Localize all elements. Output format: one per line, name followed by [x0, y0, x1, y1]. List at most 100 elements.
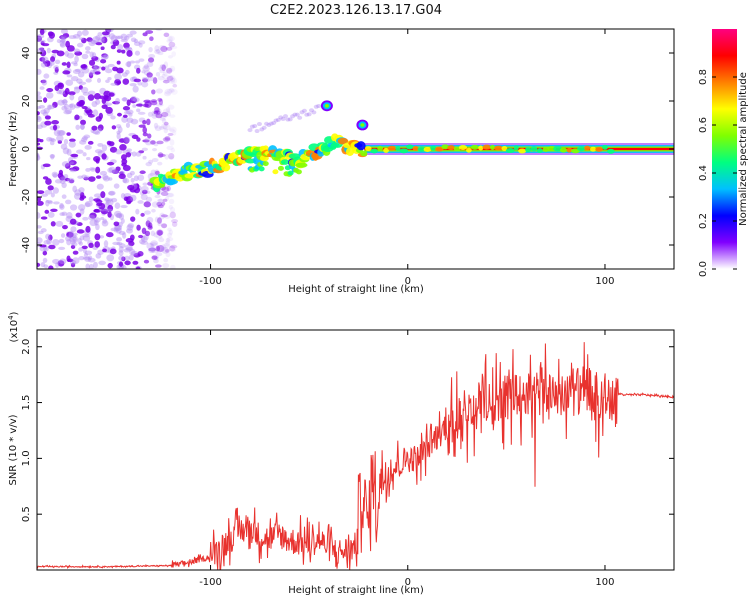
- feature-blob: [360, 123, 365, 127]
- noise-blob: [110, 197, 118, 203]
- noise-blob: [81, 29, 89, 36]
- noise-blob: [112, 100, 120, 105]
- noise-blob: [77, 175, 83, 179]
- noise-blob: [129, 60, 136, 64]
- noise-blob: [81, 37, 87, 44]
- noise-blob: [166, 76, 174, 81]
- noise-blob: [132, 260, 139, 265]
- noise-blob: [149, 172, 155, 176]
- branch-blob: [254, 129, 260, 134]
- line-blob: [395, 146, 401, 152]
- noise-blob: [57, 99, 65, 106]
- branch-blob: [290, 114, 296, 119]
- noise-blob: [137, 251, 144, 257]
- noise-blob: [126, 117, 134, 124]
- noise-blob: [48, 234, 53, 241]
- noise-blob: [113, 227, 119, 233]
- line-blob: [501, 146, 508, 152]
- noise-blob: [60, 29, 68, 35]
- noise-blob: [111, 125, 117, 130]
- noise-blob: [105, 106, 113, 114]
- noise-blob: [37, 230, 44, 235]
- noise-blob: [120, 33, 128, 41]
- noise-blob: [70, 262, 76, 268]
- noise-blob: [116, 130, 121, 135]
- noise-blob: [43, 97, 48, 103]
- noise-blob: [129, 248, 136, 256]
- colorbar-tick-label: 0.8: [698, 69, 709, 85]
- noise-blob: [150, 240, 159, 247]
- noise-blob: [105, 198, 114, 202]
- noise-blob: [80, 124, 85, 130]
- noise-blob: [142, 132, 148, 137]
- noise-blob: [41, 79, 48, 86]
- noise-blob: [148, 248, 155, 254]
- noise-blob: [109, 248, 117, 255]
- noise-blob: [40, 79, 47, 84]
- noise-blob: [50, 154, 55, 160]
- noise-blob: [65, 199, 72, 205]
- noise-blob: [110, 227, 118, 232]
- noise-blob: [172, 83, 178, 88]
- noise-blob: [117, 44, 124, 51]
- noise-blob: [50, 138, 57, 143]
- noise-blob: [108, 92, 115, 97]
- noise-blob: [60, 176, 67, 180]
- noise-blob: [159, 69, 165, 74]
- colorbar: 0.0 0.2 0.4 0.6 0.8 Normalized spectral ampl…: [698, 29, 749, 277]
- noise-blob: [72, 250, 79, 255]
- noise-blob: [43, 73, 50, 79]
- noise-blob: [101, 53, 108, 58]
- noise-blob: [167, 35, 175, 42]
- noise-blob: [163, 121, 169, 126]
- noise-blob: [100, 46, 105, 51]
- noise-blob: [126, 99, 131, 107]
- noise-blob: [51, 49, 60, 54]
- noise-blob: [88, 263, 94, 269]
- noise-blob: [135, 103, 144, 107]
- noise-blob: [65, 235, 72, 242]
- noise-blob: [149, 242, 158, 246]
- noise-blob: [37, 196, 42, 202]
- snr-exponent-power: 4: [7, 315, 15, 320]
- ridge-blob: [258, 166, 265, 172]
- noise-blob: [105, 68, 113, 74]
- noise-blob: [151, 255, 158, 260]
- noise-blob: [94, 71, 101, 75]
- noise-blob: [157, 221, 163, 227]
- noise-blob: [91, 52, 97, 59]
- noise-blob: [94, 241, 101, 248]
- noise-blob: [165, 240, 171, 247]
- noise-blob: [126, 224, 134, 231]
- noise-blob: [133, 175, 139, 182]
- noise-blob: [132, 85, 139, 93]
- noise-blob: [74, 68, 82, 73]
- noise-blob: [153, 122, 159, 129]
- branch-blob: [294, 112, 300, 117]
- noise-blob: [122, 232, 127, 239]
- noise-blob: [80, 86, 89, 94]
- noise-blob: [123, 42, 130, 49]
- noise-blob: [142, 32, 148, 37]
- noise-blob: [105, 29, 114, 33]
- noise-blob: [99, 170, 108, 176]
- line-blob: [365, 146, 372, 152]
- noise-blob: [151, 208, 156, 213]
- noise-blob: [101, 153, 107, 160]
- noise-blob: [161, 223, 168, 229]
- spectral-line-band: [364, 147, 674, 151]
- noise-blob: [88, 242, 94, 248]
- noise-blob: [167, 104, 175, 110]
- noise-blob: [95, 99, 101, 105]
- noise-blob: [164, 153, 170, 160]
- noise-blob: [110, 115, 116, 120]
- noise-blob: [133, 78, 141, 83]
- noise-blob: [52, 173, 58, 178]
- noise-blob: [101, 54, 108, 60]
- noise-blob: [101, 31, 110, 36]
- noise-blob: [66, 148, 72, 156]
- noise-blob: [169, 248, 176, 252]
- noise-blob: [105, 79, 110, 83]
- noise-blob: [44, 60, 51, 67]
- noise-blob: [117, 126, 123, 133]
